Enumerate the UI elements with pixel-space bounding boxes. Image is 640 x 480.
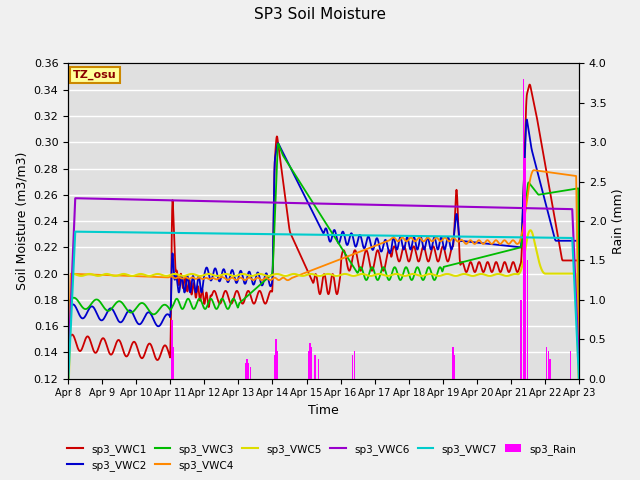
Text: TZ_osu: TZ_osu	[73, 70, 117, 80]
Bar	[244, 363, 246, 379]
Bar	[314, 355, 316, 379]
Bar	[548, 351, 549, 379]
Bar	[546, 347, 547, 379]
Bar	[523, 79, 524, 379]
Bar	[454, 355, 455, 379]
Bar	[525, 158, 526, 379]
Y-axis label: Rain (mm): Rain (mm)	[612, 188, 625, 254]
Text: SP3 Soil Moisture: SP3 Soil Moisture	[254, 7, 386, 22]
X-axis label: Time: Time	[308, 404, 339, 417]
Bar	[309, 343, 310, 379]
Bar	[520, 300, 522, 379]
Y-axis label: Soil Moisture (m3/m3): Soil Moisture (m3/m3)	[15, 152, 28, 290]
Bar	[246, 359, 248, 379]
Bar	[273, 355, 275, 379]
Bar	[318, 359, 319, 379]
Bar	[311, 347, 312, 379]
Bar	[353, 351, 355, 379]
Bar	[527, 261, 528, 379]
Legend: sp3_VWC1, sp3_VWC2, sp3_VWC3, sp3_VWC4, sp3_VWC5, sp3_VWC6, sp3_VWC7, sp3_Rain: sp3_VWC1, sp3_VWC2, sp3_VWC3, sp3_VWC4, …	[63, 439, 580, 475]
Bar	[308, 351, 309, 379]
Bar	[248, 363, 250, 379]
Bar	[570, 351, 571, 379]
Bar	[172, 347, 173, 379]
Bar	[352, 355, 353, 379]
Bar	[172, 320, 173, 379]
Bar	[452, 347, 454, 379]
Bar	[277, 351, 278, 379]
Bar	[549, 359, 550, 379]
Bar	[275, 339, 276, 379]
Bar	[250, 367, 251, 379]
